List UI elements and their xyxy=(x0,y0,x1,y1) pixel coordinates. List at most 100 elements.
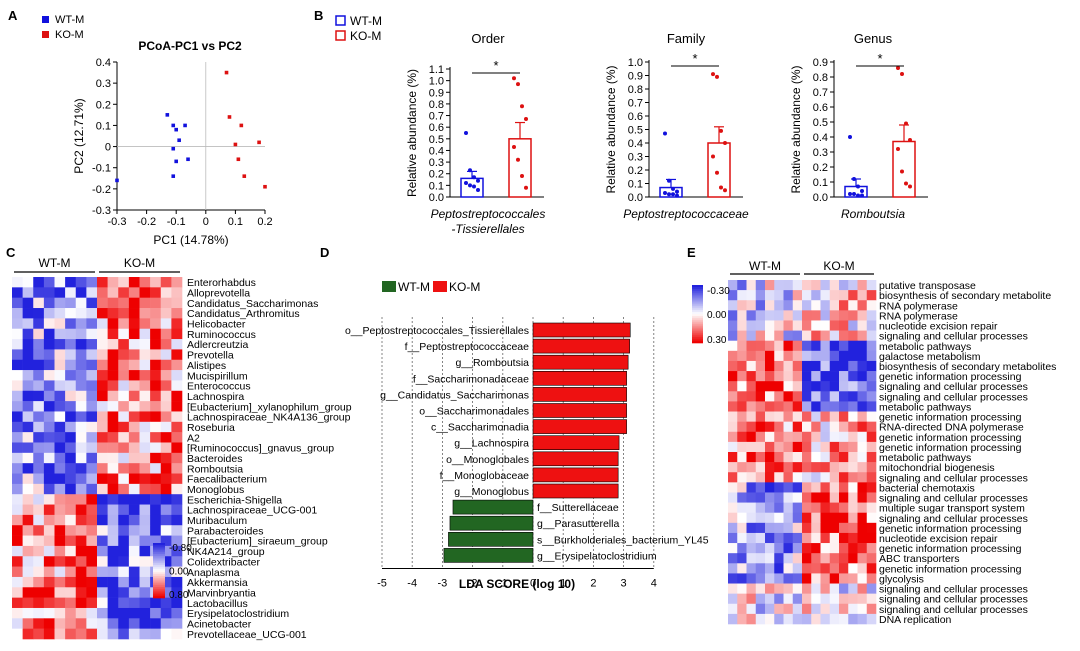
heatmap-cell xyxy=(150,494,162,505)
heatmap-cell xyxy=(728,360,738,372)
color-scale-segment xyxy=(692,296,703,299)
row-label: Adlercreutzia xyxy=(187,339,248,351)
heatmap-cell xyxy=(792,492,803,503)
heatmap-cell xyxy=(43,318,55,330)
heatmap-cell xyxy=(829,310,840,321)
heatmap-cell xyxy=(128,566,140,578)
scatter-point xyxy=(257,140,261,145)
y-tick-label: 0.3 xyxy=(429,157,444,169)
color-scale-segment xyxy=(153,579,165,582)
heatmap-cell xyxy=(755,431,766,443)
data-point xyxy=(908,138,912,142)
color-scale-segment xyxy=(153,566,165,569)
heatmap-cell xyxy=(160,566,172,578)
heatmap-cell xyxy=(139,504,151,516)
heatmap-cell xyxy=(160,339,172,350)
heatmap-cell xyxy=(839,502,849,514)
heatmap-cell xyxy=(171,339,183,350)
heatmap-cell xyxy=(97,349,108,361)
heatmap-cell xyxy=(33,297,45,309)
heatmap-cell xyxy=(848,522,858,534)
row-label: RNA polymerase xyxy=(879,300,958,312)
heatmap-cell xyxy=(829,512,840,524)
heatmap-cell xyxy=(139,370,151,381)
heatmap-cell xyxy=(737,502,747,514)
color-scale-label: 0.30 xyxy=(707,335,727,346)
heatmap-cell xyxy=(97,442,108,454)
heatmap-cell xyxy=(765,421,775,433)
row-label: nucleotide excision repair xyxy=(879,533,998,545)
heatmap-cell xyxy=(107,566,119,578)
heatmap-cell xyxy=(22,514,34,526)
heatmap-cell xyxy=(118,380,130,392)
legend-swatch xyxy=(42,16,49,23)
data-point xyxy=(856,184,860,189)
heatmap-cell xyxy=(118,308,130,319)
heatmap-cell xyxy=(97,401,108,412)
heatmap-cell xyxy=(118,494,130,505)
bar-label: f__Monoglobaceae xyxy=(440,470,529,482)
heatmap-cell xyxy=(139,411,151,423)
lda-bar xyxy=(532,322,631,338)
heatmap-cell xyxy=(737,532,747,544)
heatmap-cell xyxy=(33,359,45,371)
heatmap-cell xyxy=(75,359,87,371)
heatmap-cell xyxy=(866,290,877,301)
row-label: Candidatus_Saccharimonas xyxy=(187,298,318,310)
heatmap-cell xyxy=(746,401,757,412)
heatmap-cell xyxy=(33,432,45,443)
x-tick-label: -2 xyxy=(468,578,478,590)
heatmap-cell xyxy=(22,328,34,340)
heatmap-cell xyxy=(774,381,784,392)
heatmap-cell xyxy=(755,452,766,463)
heatmap-cell xyxy=(118,545,130,557)
heatmap-cell xyxy=(54,618,66,629)
heatmap-cell xyxy=(54,566,66,578)
heatmap-cell xyxy=(128,587,140,598)
heatmap-cell xyxy=(54,370,66,381)
heatmap-cell xyxy=(160,380,172,392)
heatmap-cell xyxy=(765,482,775,493)
heatmap-cell xyxy=(839,421,849,433)
bar-label: g__Erysipelatoclostridium xyxy=(537,550,657,562)
heatmap-cell xyxy=(75,463,87,474)
heatmap-cell xyxy=(160,349,172,361)
heatmap-cell xyxy=(65,463,77,474)
heatmap-cell xyxy=(820,340,831,352)
heatmap-cell xyxy=(12,463,23,474)
heatmap-cell xyxy=(774,512,784,524)
heatmap-cell xyxy=(755,573,766,584)
heatmap-cell xyxy=(97,277,108,288)
heatmap-cell xyxy=(765,512,775,524)
heatmap-cell xyxy=(65,452,77,464)
heatmap-cell xyxy=(839,543,849,554)
heatmap-cell xyxy=(848,310,858,321)
heatmap-cell xyxy=(171,308,183,319)
heatmap-cell xyxy=(86,628,98,640)
heatmap-cell xyxy=(171,297,183,309)
heatmap-cell xyxy=(86,597,98,609)
heatmap-cell xyxy=(43,390,55,402)
heatmap-cell xyxy=(150,463,162,474)
heatmap-cell xyxy=(107,473,119,485)
heatmap-cell xyxy=(160,411,172,423)
heatmap-cell xyxy=(139,452,151,464)
scatter-point xyxy=(174,127,178,132)
heatmap-cell xyxy=(774,411,784,422)
heatmap-cell xyxy=(65,628,77,640)
heatmap-cell xyxy=(107,328,119,340)
heatmap-cell xyxy=(75,545,87,557)
heatmap-cell xyxy=(737,573,747,584)
row-label: metabolic pathways xyxy=(879,452,971,464)
legend-label: WT-M xyxy=(350,14,382,28)
heatmap-cell xyxy=(746,522,757,534)
heatmap-cell xyxy=(848,330,858,342)
heatmap-cell xyxy=(857,381,868,392)
heatmap-cell xyxy=(12,597,23,609)
heatmap-cell xyxy=(107,359,119,371)
heatmap-cell xyxy=(107,442,119,454)
heatmap-cell xyxy=(171,587,183,598)
heatmap-cell xyxy=(22,442,34,454)
heatmap-cell xyxy=(857,603,868,615)
heatmap-cell xyxy=(774,360,784,372)
